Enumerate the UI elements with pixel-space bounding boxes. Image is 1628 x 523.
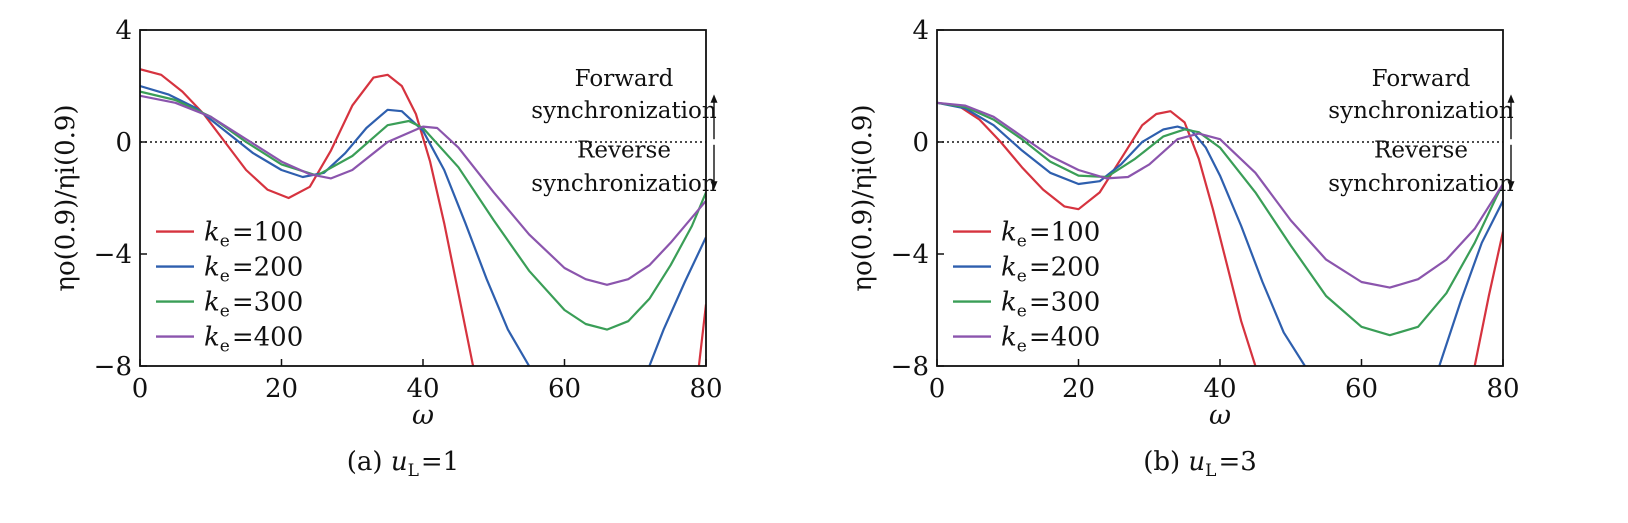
- reverse-arrow-head: [1507, 181, 1515, 190]
- legend-label: ke=200: [204, 253, 303, 287]
- forward-arrow-head: [710, 94, 718, 103]
- y-tick-label: −4: [891, 240, 929, 270]
- series-line-segment-ke-100: [697, 304, 706, 366]
- reverse-arrow-head: [710, 181, 718, 190]
- panel-b: 0 20 40 60 8040−4−8ωηo(0.9)/ηi(0.9)Forwardsy…: [848, 16, 1520, 481]
- series-line-ke-100: [937, 101, 1257, 366]
- x-axis-label: ω: [1209, 400, 1231, 431]
- legend-label: ke=200: [1001, 253, 1100, 287]
- series-line-ke-300: [937, 101, 1503, 337]
- y-tick-label: 0: [115, 128, 132, 158]
- y-tick-label: 4: [912, 16, 929, 46]
- x-tick-label: 40: [1203, 374, 1236, 404]
- series-line-segment-ke-200: [1438, 200, 1503, 366]
- x-tick-label: 0: [132, 374, 149, 404]
- legend-label: ke=400: [1001, 323, 1100, 357]
- panel-caption: (a) uL=1: [347, 447, 459, 481]
- y-axis-label: ηo(0.9)/ηi(0.9): [848, 104, 878, 291]
- y-tick-label: 0: [912, 128, 929, 158]
- legend-label: ke=100: [1001, 218, 1100, 252]
- x-axis-label: ω: [412, 400, 434, 431]
- legend-label: ke=100: [204, 218, 303, 252]
- x-tick-label: 80: [689, 374, 722, 404]
- series-line-ke-400: [937, 101, 1503, 289]
- forward-arrow-head: [1507, 94, 1515, 103]
- series-line-ke-100: [140, 68, 475, 366]
- series-line-ke-400: [140, 94, 706, 286]
- x-tick-label: 80: [1486, 374, 1519, 404]
- series-line-ke-200: [937, 101, 1307, 366]
- legend-label: ke=300: [1001, 288, 1100, 322]
- forward-annotation-line2: synchronization: [531, 98, 717, 124]
- panel-a: 0 20 40 60 8040−4−8ωηo(0.9)/ηi(0.9)Forwardsy…: [51, 16, 723, 481]
- forward-annotation-line2: synchronization: [1328, 98, 1514, 124]
- reverse-annotation-line1: Reverse: [577, 137, 671, 163]
- panel-caption: (b) uL=3: [1143, 447, 1257, 481]
- series-group: [140, 68, 706, 366]
- x-tick-label: 40: [406, 374, 439, 404]
- series-line-ke-200: [140, 84, 531, 366]
- x-tick-label: 0: [929, 374, 946, 404]
- forward-annotation-line1: Forward: [1372, 66, 1471, 92]
- y-tick-label: −4: [94, 240, 132, 270]
- forward-annotation-line1: Forward: [575, 66, 674, 92]
- y-tick-label: −8: [94, 352, 132, 382]
- x-tick-label: 20: [265, 374, 298, 404]
- x-tick-label: 20: [1062, 374, 1095, 404]
- legend-label: ke=300: [204, 288, 303, 322]
- legend-label: ke=400: [204, 323, 303, 357]
- series-group: [937, 101, 1503, 366]
- reverse-annotation-line2: synchronization: [1328, 171, 1514, 197]
- x-tick-label: 60: [1345, 374, 1378, 404]
- y-tick-label: −8: [891, 352, 929, 382]
- y-axis-label: ηo(0.9)/ηi(0.9): [51, 104, 81, 291]
- series-line-segment-ke-100: [1473, 231, 1503, 366]
- reverse-annotation-line1: Reverse: [1374, 137, 1468, 163]
- y-tick-label: 4: [115, 16, 132, 46]
- series-line-ke-300: [140, 90, 706, 331]
- x-tick-label: 60: [548, 374, 581, 404]
- series-line-segment-ke-200: [648, 236, 706, 366]
- reverse-annotation-line2: synchronization: [531, 171, 717, 197]
